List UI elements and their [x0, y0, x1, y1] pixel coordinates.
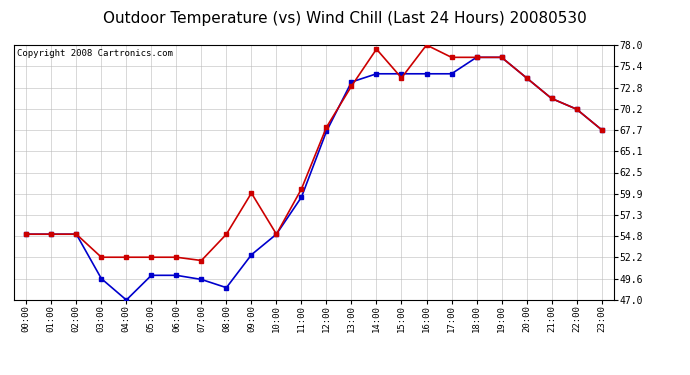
Text: Outdoor Temperature (vs) Wind Chill (Last 24 Hours) 20080530: Outdoor Temperature (vs) Wind Chill (Las…: [103, 11, 587, 26]
Text: Copyright 2008 Cartronics.com: Copyright 2008 Cartronics.com: [17, 49, 172, 58]
